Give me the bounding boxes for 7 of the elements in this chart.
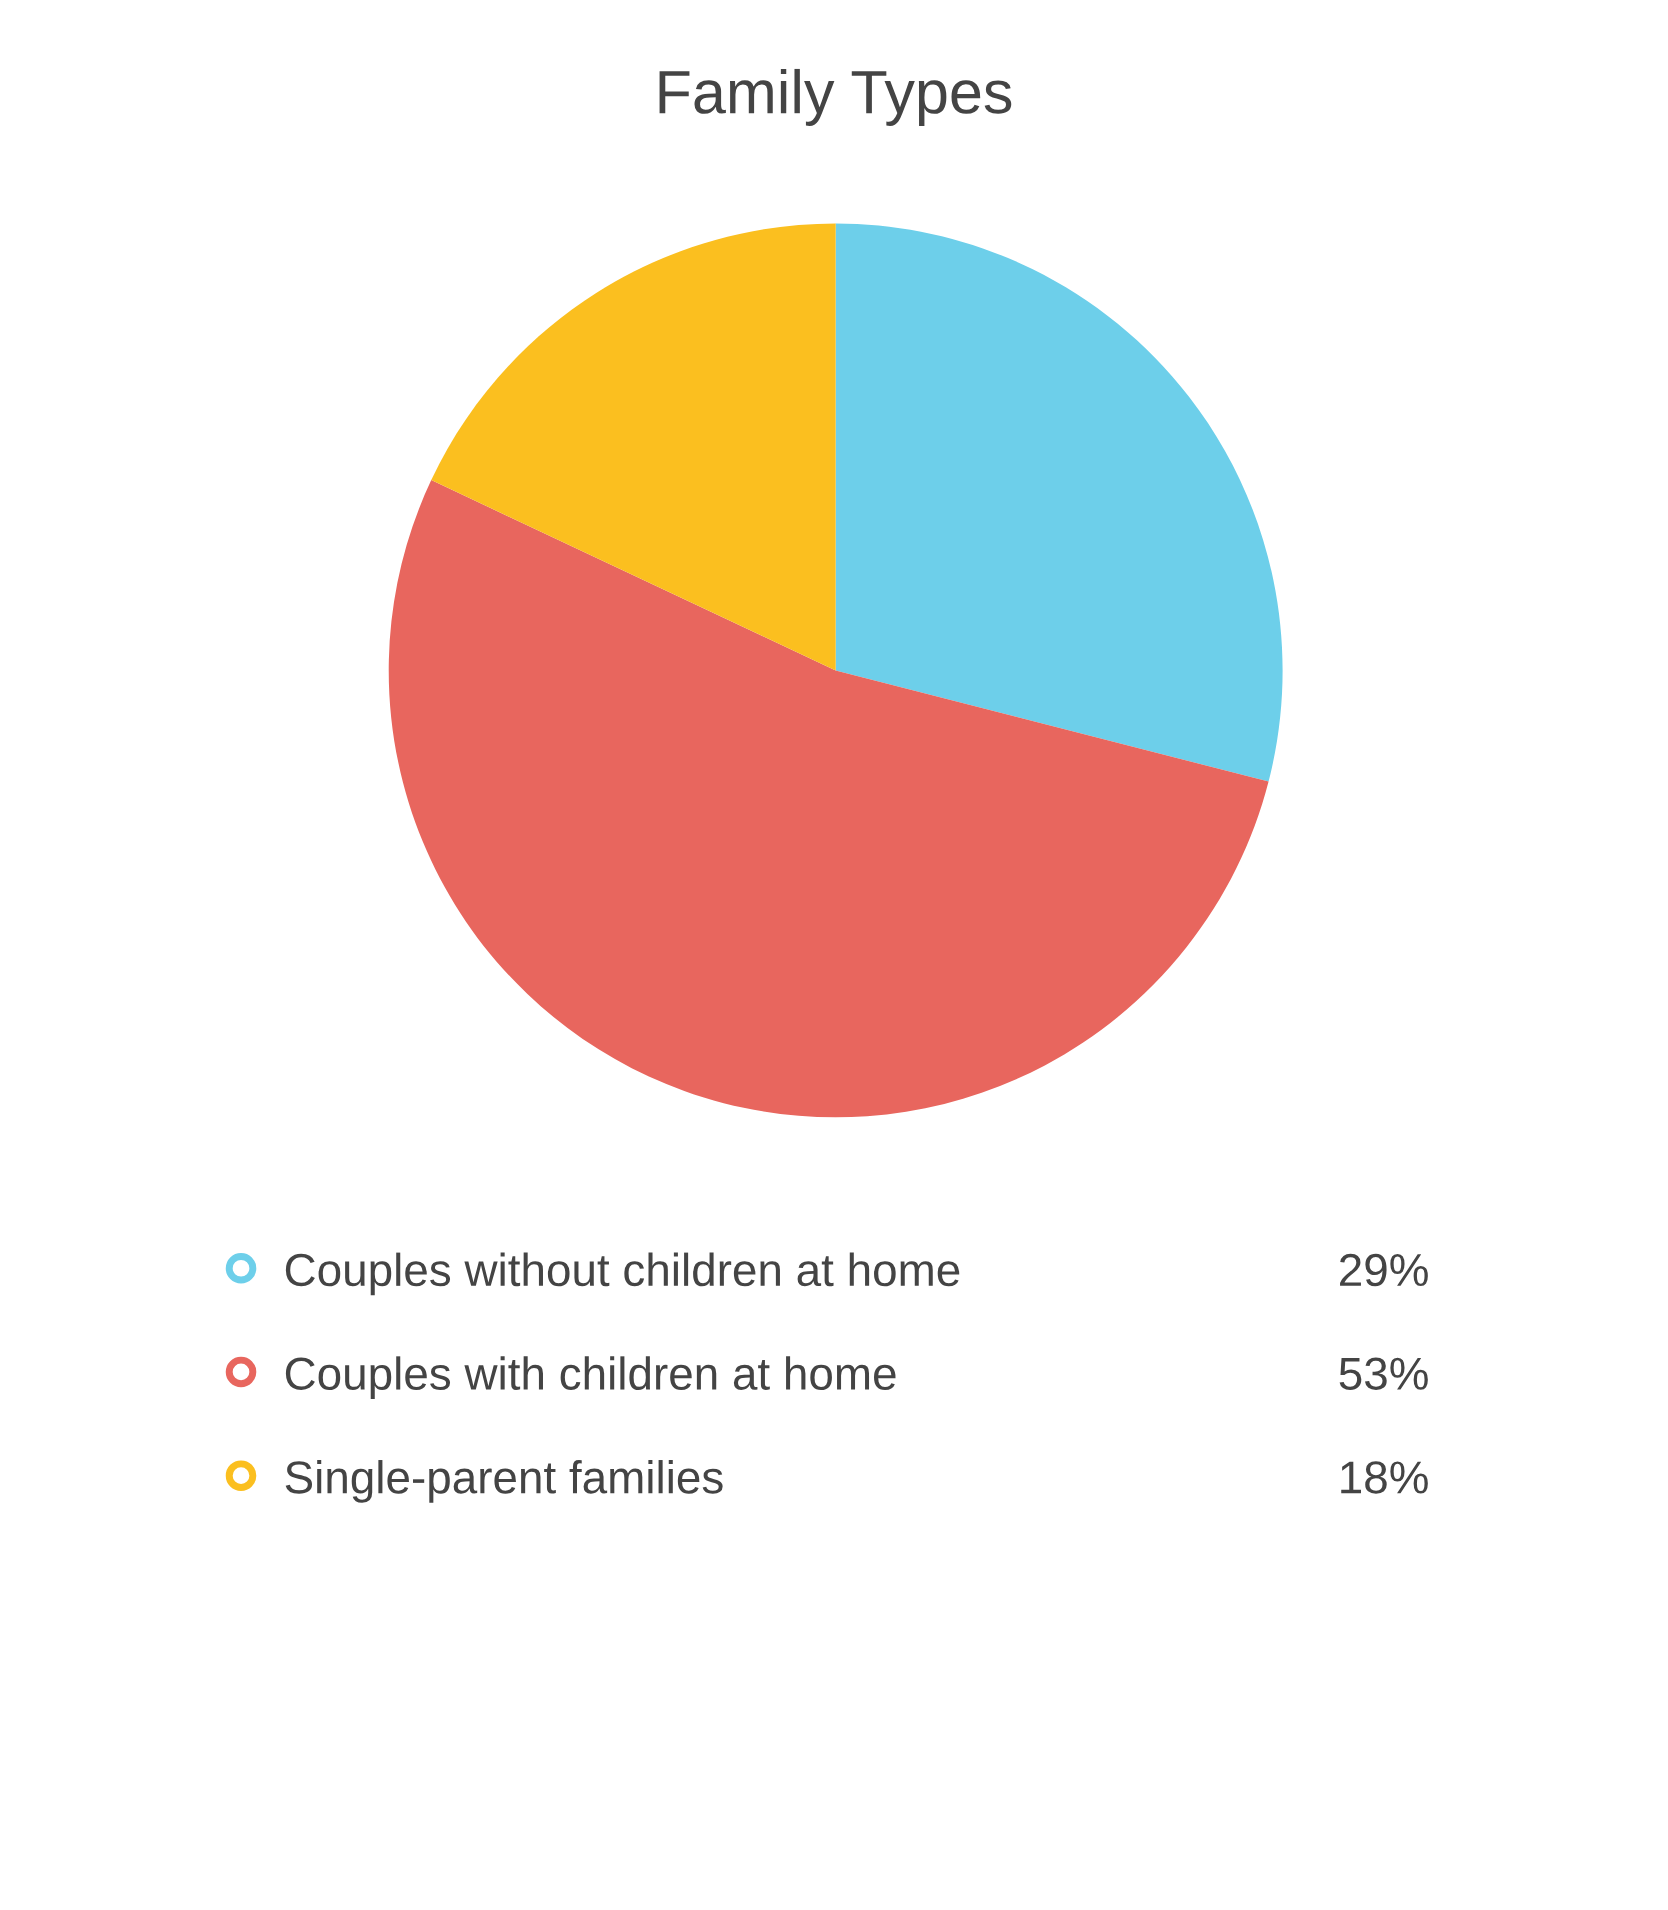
data-label: 53% [1339,1357,1428,1390]
chart-title: Family Types [659,68,1012,126]
legend-label: Single-parent families [285,1460,723,1503]
legend-label: Couples without children at home [285,1252,960,1296]
data-label: 29% [1340,1253,1428,1287]
data-label: 18% [1341,1461,1428,1494]
legend-label: Couples with children at home [285,1356,896,1400]
